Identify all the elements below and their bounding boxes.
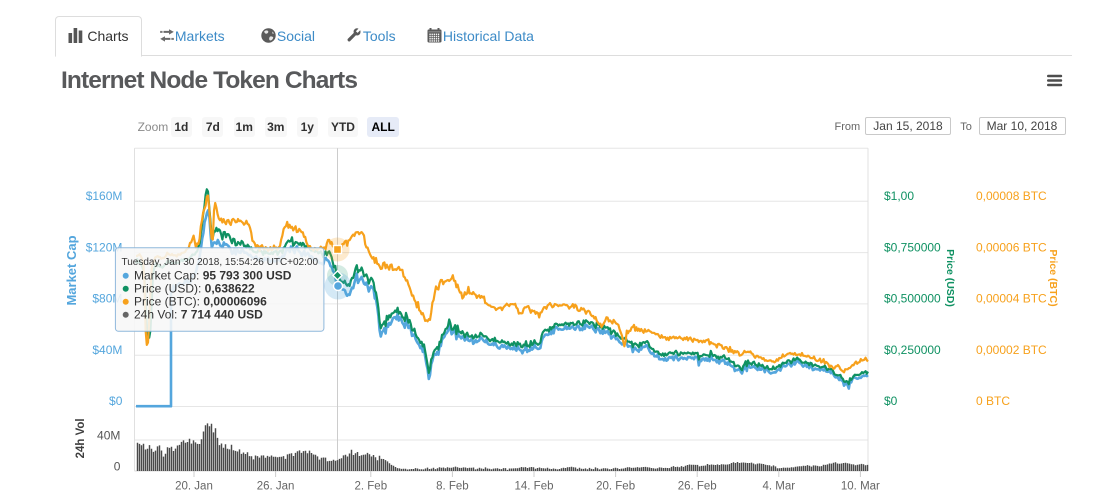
svg-text:4. Mar: 4. Mar: [763, 481, 796, 493]
svg-text:$40M: $40M: [92, 343, 122, 357]
svg-text:Price (USD): 0,638622: Price (USD): 0,638622: [134, 282, 255, 296]
svg-text:$1,00: $1,00: [884, 189, 914, 203]
svg-text:$160M: $160M: [86, 189, 123, 203]
svg-text:0,00008 BTC: 0,00008 BTC: [976, 189, 1047, 203]
svg-text:20. Feb: 20. Feb: [596, 481, 635, 493]
svg-text:2. Feb: 2. Feb: [354, 481, 387, 493]
svg-text:$120M: $120M: [86, 240, 123, 254]
svg-text:0: 0: [114, 460, 121, 474]
svg-text:10. Mar: 10. Mar: [841, 481, 880, 493]
svg-text:26. Jan: 26. Jan: [257, 481, 295, 493]
svg-text:Price (USD): Price (USD): [944, 249, 956, 307]
svg-text:$80M: $80M: [92, 292, 122, 306]
svg-text:$0,250000: $0,250000: [884, 343, 941, 357]
svg-text:40M: 40M: [97, 429, 120, 443]
svg-text:0 BTC: 0 BTC: [976, 394, 1010, 408]
svg-text:$0,750000: $0,750000: [884, 240, 941, 254]
svg-text:0,00004 BTC: 0,00004 BTC: [976, 292, 1047, 306]
svg-text:0,00002 BTC: 0,00002 BTC: [976, 343, 1047, 357]
svg-text:Price (BTC): 0,00006096: Price (BTC): 0,00006096: [134, 295, 267, 309]
svg-text:24h Vol: 24h Vol: [75, 418, 87, 458]
svg-text:Market Cap: Market Cap: [64, 235, 79, 305]
svg-text:Tuesday, Jan 30 2018, 15:54:26: Tuesday, Jan 30 2018, 15:54:26 UTC+02:00: [122, 257, 319, 268]
svg-text:$0: $0: [109, 394, 123, 408]
svg-text:$0: $0: [884, 394, 898, 408]
svg-text:20. Jan: 20. Jan: [175, 481, 213, 493]
svg-text:24h Vol: 7 714 440 USD: 24h Vol: 7 714 440 USD: [134, 308, 263, 322]
svg-text:26. Feb: 26. Feb: [678, 481, 717, 493]
svg-text:8. Feb: 8. Feb: [436, 481, 469, 493]
svg-text:Price (BTC): Price (BTC): [1047, 249, 1059, 306]
svg-text:$0,500000: $0,500000: [884, 292, 941, 306]
svg-text:14. Feb: 14. Feb: [515, 481, 554, 493]
svg-text:Market Cap: 95 793 300 USD: Market Cap: 95 793 300 USD: [134, 269, 292, 283]
svg-text:0,00006 BTC: 0,00006 BTC: [976, 240, 1047, 254]
